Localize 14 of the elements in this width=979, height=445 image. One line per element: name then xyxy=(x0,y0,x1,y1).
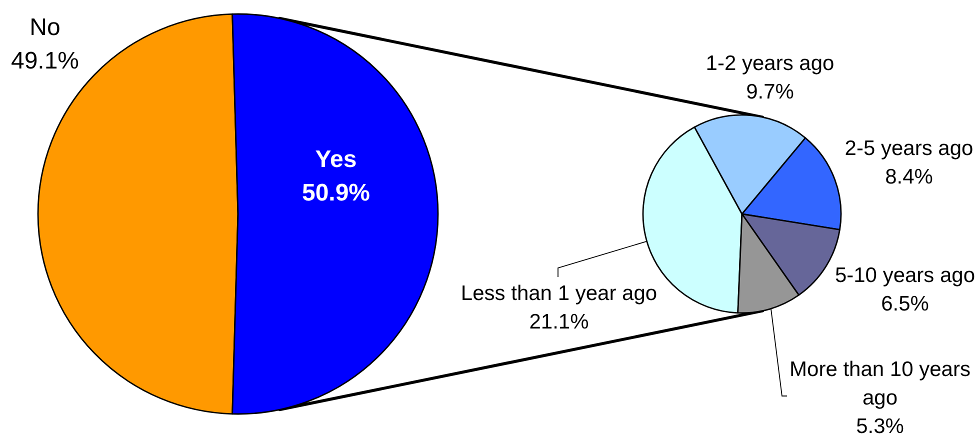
slice-label: 1-2 years ago xyxy=(706,52,834,75)
data-label: 5.3% xyxy=(856,415,904,438)
data-label: 9.7% xyxy=(746,80,794,104)
slice-label: Yes xyxy=(315,146,357,173)
data-label: 21.1% xyxy=(529,310,589,334)
slice-label: 2-5 years ago xyxy=(844,137,974,160)
data-label: 49.1% xyxy=(10,48,80,74)
slice-label: 5-10 years ago xyxy=(834,264,976,287)
slice-label: No xyxy=(30,14,60,41)
data-label: 8.4% xyxy=(885,166,933,188)
slice-label: More than 10 years ago xyxy=(790,358,970,410)
data-label: 6.5% xyxy=(881,292,929,316)
slice-label: Less than 1 year ago xyxy=(460,282,658,305)
data-label: 50.9% xyxy=(302,180,370,206)
